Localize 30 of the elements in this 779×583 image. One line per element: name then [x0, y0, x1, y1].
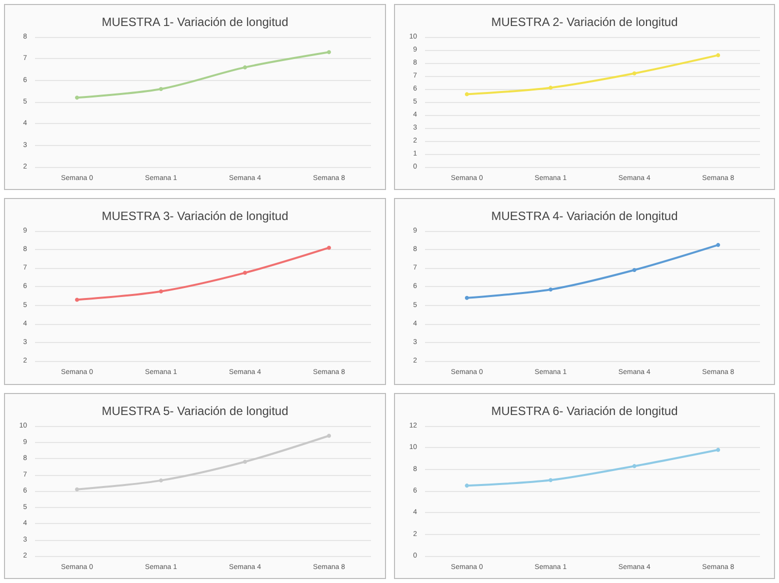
chart-title: MUESTRA 2- Variación de longitud — [491, 15, 678, 29]
point — [548, 478, 553, 482]
point — [243, 459, 247, 464]
point — [548, 86, 553, 90]
point — [327, 433, 331, 438]
point — [464, 483, 469, 488]
chart-title: MUESTRA 1- Variación de longitud — [102, 15, 288, 29]
point — [716, 447, 720, 452]
point — [75, 96, 79, 100]
point — [327, 50, 331, 54]
point — [75, 487, 79, 492]
chart-title: MUESTRA 6- Variación de longitud — [491, 404, 678, 418]
point — [632, 464, 636, 468]
point — [716, 53, 720, 58]
point — [75, 298, 79, 302]
point — [327, 246, 331, 250]
point — [464, 92, 469, 96]
point — [464, 296, 469, 300]
point — [632, 268, 636, 272]
point — [548, 288, 553, 292]
point — [716, 243, 720, 248]
chart-title: MUESTRA 4- Variación de longitud — [491, 209, 678, 224]
chart-title: MUESTRA 3- Variación de longitud — [102, 209, 288, 224]
point — [159, 478, 163, 482]
point — [159, 290, 163, 294]
point — [632, 71, 636, 76]
point — [159, 87, 163, 91]
point — [243, 271, 247, 276]
point — [243, 65, 247, 70]
chart-title: MUESTRA 5- Variación de longitud — [102, 404, 288, 418]
